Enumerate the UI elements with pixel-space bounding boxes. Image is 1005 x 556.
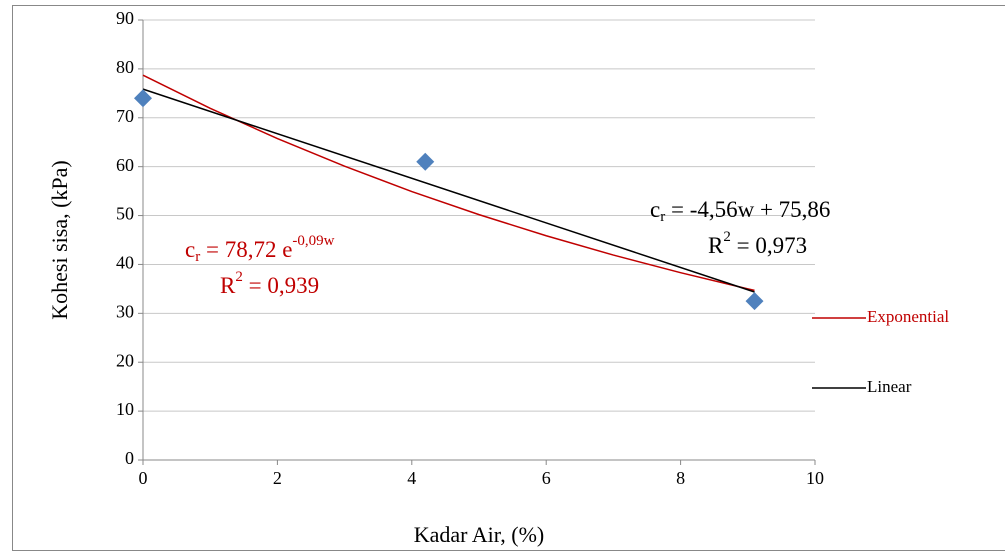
x-tick-label: 4 [407, 468, 416, 488]
x-tick-label: 0 [139, 468, 148, 488]
x-tick-label: 10 [806, 468, 824, 488]
legend-label: Exponential [867, 307, 949, 326]
data-point [134, 89, 152, 108]
y-tick-label: 90 [116, 8, 134, 28]
eq-part: c [650, 197, 660, 222]
eq-sup: -0,09w [292, 233, 334, 249]
y-axis-label: Kohesi sisa, (kPa) [47, 160, 72, 319]
y-tick-label: 30 [116, 301, 134, 321]
y-tick-label: 10 [116, 399, 134, 419]
x-tick-label: 2 [273, 468, 282, 488]
y-tick-label: 0 [125, 448, 134, 468]
eq-part: = -4,56w + 75,86 [665, 197, 830, 222]
x-axis-label: Kadar Air, (%) [414, 522, 544, 547]
exp-equation: cr = 78,72 e-0,09w [185, 233, 335, 265]
eq-part: = 78,72 e [200, 237, 292, 262]
chart-frame [12, 5, 1005, 551]
trend-line [142, 88, 755, 293]
eq-part: R [708, 233, 724, 258]
lin-r2: R2 = 0,973 [708, 229, 807, 258]
eq-sup: 2 [235, 269, 243, 285]
data-point [745, 292, 764, 311]
trend-line [142, 74, 755, 292]
x-tick-label: 6 [542, 468, 551, 488]
y-tick-label: 60 [116, 155, 134, 175]
eq-part: = 0,939 [243, 273, 319, 298]
y-tick-label: 70 [116, 106, 134, 126]
lin-equation: cr = -4,56w + 75,86 [650, 197, 830, 225]
eq-part: R [220, 273, 236, 298]
y-tick-label: 80 [116, 57, 134, 77]
eq-sub: r [660, 209, 665, 225]
legend-label: Linear [867, 377, 912, 396]
eq-sup: 2 [723, 229, 731, 245]
exp-r2: R2 = 0,939 [220, 269, 319, 298]
eq-part: = 0,973 [731, 233, 807, 258]
y-tick-label: 50 [116, 204, 134, 224]
eq-part: c [185, 237, 195, 262]
y-tick-label: 20 [116, 350, 134, 370]
x-tick-label: 8 [676, 468, 685, 488]
data-point [416, 152, 435, 171]
y-tick-label: 40 [116, 253, 134, 273]
eq-sub: r [195, 249, 200, 265]
